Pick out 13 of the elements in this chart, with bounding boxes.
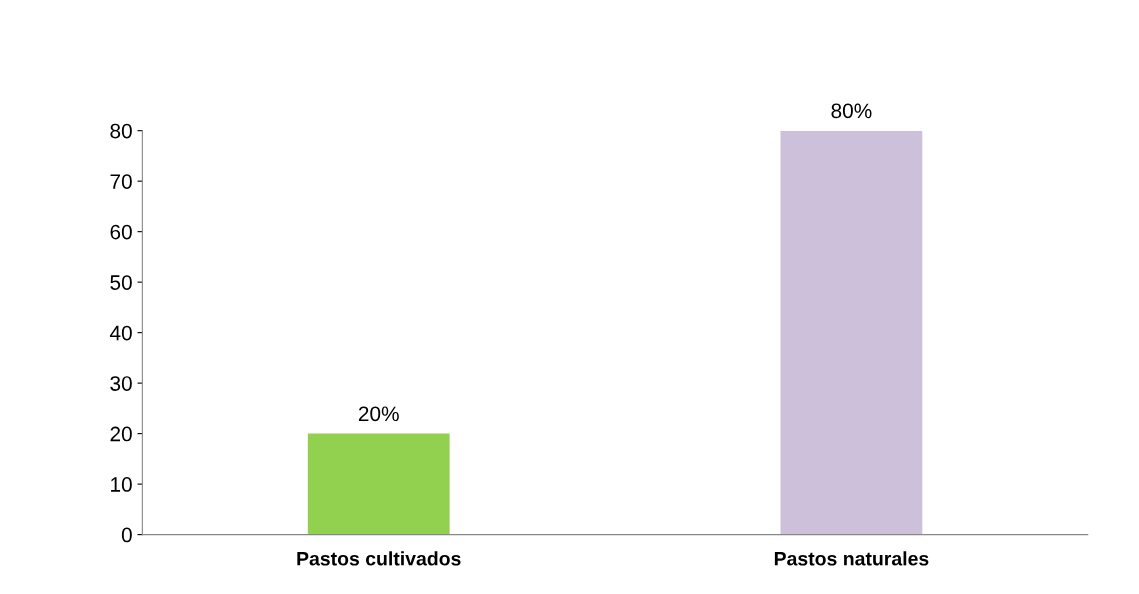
y-tick-label: 0 [121, 527, 132, 543]
y-tick-label: 30 [110, 376, 132, 391]
data-label: 20% [358, 406, 399, 422]
y-tick-label: 70 [110, 174, 132, 189]
y-tick-label: 60 [110, 224, 132, 240]
y-tick-label: 20 [110, 426, 132, 442]
y-tick-label: 10 [111, 477, 132, 492]
y-tick-label: 80 [110, 123, 132, 139]
y-tick-label: 40 [109, 325, 132, 341]
x-tick-label: Pastos cultivados [297, 551, 461, 566]
y-tick-label: 50 [110, 275, 132, 290]
x-tick-label: Pastos naturales [774, 551, 929, 566]
data-label: 80% [831, 103, 872, 119]
